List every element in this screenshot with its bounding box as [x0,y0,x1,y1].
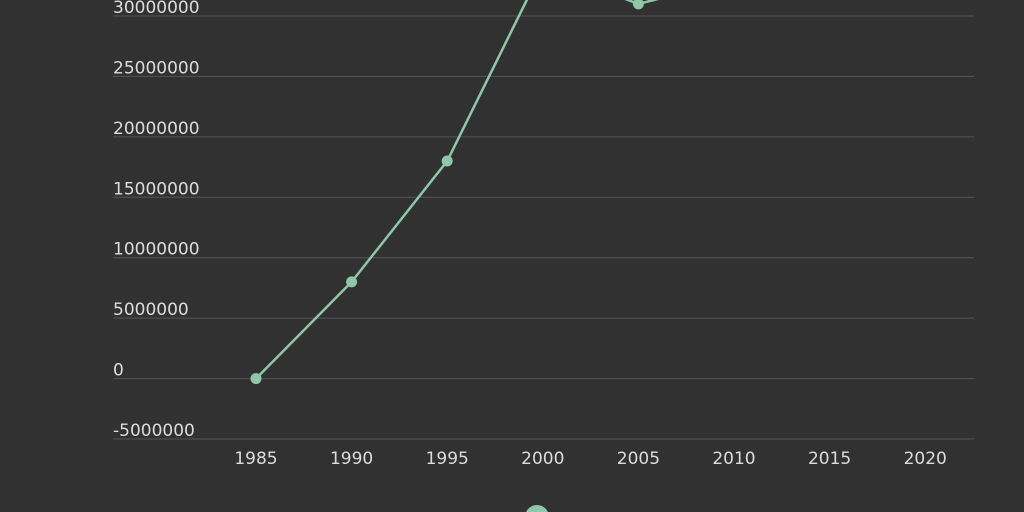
y-tick-label: 5000000 [113,300,189,320]
x-axis-tick-labels: 1985 1990 1995 2000 2005 2010 2015 2020 [234,449,946,469]
data-point-1985[interactable] [250,373,262,385]
x-tick-label: 1985 [234,449,277,469]
y-tick-label: 10000000 [113,240,200,260]
y-tick-label: 25000000 [113,58,200,78]
data-point-1995[interactable] [441,155,453,167]
data-point-2005[interactable] [632,0,644,10]
data-point-1990[interactable] [346,276,358,288]
series-layer [250,0,659,385]
x-tick-label: 2015 [808,449,851,469]
y-tick-label: -5000000 [113,421,195,441]
series-0 [250,0,659,385]
y-tick-label: 30000000 [113,0,200,18]
legend-marker[interactable] [525,505,549,512]
x-tick-label: 2000 [521,449,564,469]
y-tick-label: 0 [113,361,124,381]
y-axis-tick-labels: -5000000 0 5000000 10000000 15000000 20000000… [113,0,200,441]
x-tick-label: 1995 [426,449,469,469]
y-tick-label: 20000000 [113,119,200,139]
x-tick-label: 2010 [712,449,755,469]
x-tick-label: 2005 [617,449,660,469]
legend[interactable] [525,505,549,512]
series-line [254,0,659,380]
y-tick-label: 15000000 [113,179,200,199]
x-tick-label: 2020 [904,449,947,469]
x-tick-label: 1990 [330,449,373,469]
grid-lines [113,15,974,440]
